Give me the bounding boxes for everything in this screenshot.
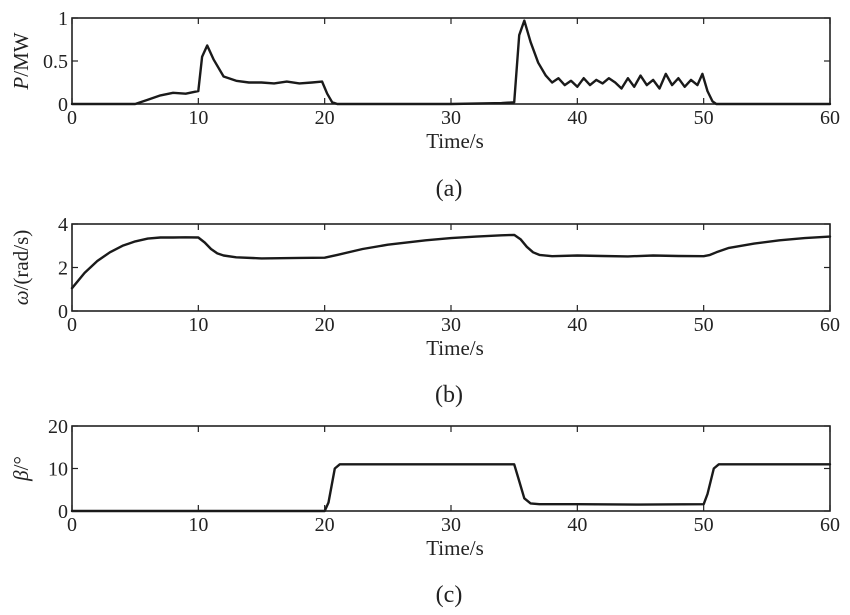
chart-b-xtick-label: 50 bbox=[694, 314, 714, 336]
chart-a-xtick-label: 40 bbox=[567, 107, 587, 129]
chart-b-xtick-label: 20 bbox=[315, 314, 335, 336]
chart-b-caption: (b) bbox=[435, 382, 463, 408]
chart-c-xtick-label: 20 bbox=[315, 514, 335, 536]
chart-c-y-axis-symbol: β bbox=[9, 470, 33, 482]
chart-a-xtick-label: 30 bbox=[441, 107, 461, 129]
chart-a-xtick-label: 10 bbox=[188, 107, 208, 129]
chart-c-plot-frame bbox=[71, 425, 831, 512]
chart-b-xtick-label: 10 bbox=[188, 314, 208, 336]
chart-a-x-axis-label: Time/s bbox=[426, 129, 484, 153]
chart-a: 0 10 20 30 40 50 60 0 0.5 1 Time/s P/MW (a) bbox=[9, 8, 840, 202]
chart-a-xtick-label: 0 bbox=[67, 107, 77, 129]
chart-a-y-axis-unit: /MW bbox=[9, 32, 33, 77]
chart-a-ytick-label: 0 bbox=[58, 94, 68, 116]
chart-c-ytick-label: 20 bbox=[48, 416, 68, 438]
chart-c-ytick-label: 10 bbox=[48, 459, 68, 481]
chart-c-xtick-label: 30 bbox=[441, 514, 461, 536]
chart-c-xtick-label: 10 bbox=[188, 514, 208, 536]
chart-b-xtick-label: 60 bbox=[820, 314, 840, 336]
chart-a-y-axis-symbol: P bbox=[9, 77, 33, 91]
chart-a-plot-frame bbox=[71, 17, 831, 105]
chart-b-x-axis-label: Time/s bbox=[426, 336, 484, 360]
chart-b-xtick-label: 40 bbox=[567, 314, 587, 336]
chart-b-ytick-label: 0 bbox=[58, 301, 68, 323]
chart-a-y-axis-label: P/MW bbox=[9, 32, 33, 90]
chart-b-y-axis-label: ω/(rad/s) bbox=[9, 230, 33, 305]
chart-b-series-line bbox=[70, 233, 832, 290]
chart-c-xtick-label: 60 bbox=[820, 514, 840, 536]
chart-c-series-line bbox=[70, 463, 832, 513]
chart-a-ytick-label: 1 bbox=[58, 8, 68, 30]
chart-b-xtick-label: 0 bbox=[67, 314, 77, 336]
chart-b: 0 10 20 30 40 50 60 0 2 4 Time/s ω/(rad/s) (b) bbox=[9, 214, 840, 408]
chart-b-ytick-label: 4 bbox=[58, 214, 68, 236]
chart-a-caption: (a) bbox=[436, 176, 463, 202]
chart-a-xtick-label: 60 bbox=[820, 107, 840, 129]
chart-b-y-axis-symbol: ω bbox=[9, 290, 33, 305]
chart-c: 0 10 20 30 40 50 60 0 10 20 Time/s β/° (c) bbox=[9, 416, 840, 608]
chart-c-y-axis-label: β/° bbox=[9, 456, 33, 482]
chart-c-xtick-label: 40 bbox=[567, 514, 587, 536]
chart-a-xtick-label: 20 bbox=[315, 107, 335, 129]
chart-b-xtick-label: 30 bbox=[441, 314, 461, 336]
chart-b-ytick-label: 2 bbox=[58, 258, 68, 280]
chart-a-ytick-label: 0.5 bbox=[43, 51, 68, 73]
chart-a-series-line bbox=[70, 19, 832, 106]
chart-c-x-axis-label: Time/s bbox=[426, 536, 484, 560]
chart-b-y-axis-unit: /(rad/s) bbox=[9, 230, 33, 291]
chart-a-xtick-label: 50 bbox=[694, 107, 714, 129]
chart-c-ytick-label: 0 bbox=[58, 501, 68, 523]
chart-c-xtick-label: 50 bbox=[694, 514, 714, 536]
chart-c-caption: (c) bbox=[436, 582, 463, 608]
chart-c-y-axis-unit: /° bbox=[9, 456, 33, 470]
chart-c-xtick-label: 0 bbox=[67, 514, 77, 536]
